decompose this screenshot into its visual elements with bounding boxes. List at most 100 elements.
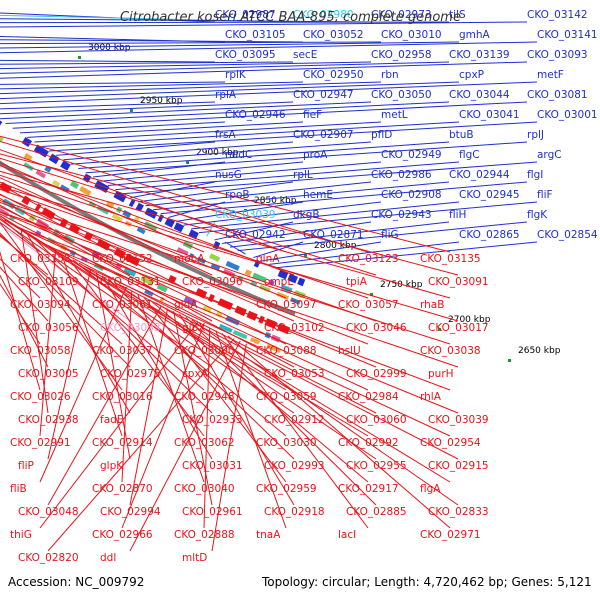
forward-callout-lines <box>0 12 538 269</box>
callout-line <box>191 201 460 230</box>
callout-line <box>47 269 92 460</box>
callout-line <box>0 81 304 90</box>
gene-label: CKO_02950 <box>303 69 364 81</box>
gene-label: CKO_02943 <box>371 209 432 221</box>
callout-line <box>168 201 226 218</box>
feature-arrow <box>70 180 80 189</box>
feature-arrow <box>124 253 141 267</box>
gene-label: CKO_02917 <box>338 483 399 495</box>
gene-label: CKO_03093 <box>527 49 588 61</box>
gene-label: rplK <box>225 69 247 81</box>
feature-arrow <box>249 337 261 345</box>
gene-label: CKO_02933 <box>182 414 243 426</box>
scale-tick-label: 2800 kbp <box>314 241 357 251</box>
callout-line <box>191 319 459 506</box>
gene-label: CKO_03005 <box>18 368 79 380</box>
gene-label: CKO_02907 <box>293 129 354 141</box>
callout-line <box>0 232 131 368</box>
feature-arrow <box>68 223 81 234</box>
gene-label: ddl <box>100 552 116 564</box>
gene-label: CKO_02993 <box>264 460 325 472</box>
gene-label: CKO_02865 <box>459 229 520 241</box>
gene-label: dkgB <box>293 209 320 221</box>
gene-label: CKO_03001 <box>537 109 598 121</box>
gene-label: rplA <box>215 89 237 101</box>
gene-label: rhlA <box>420 391 442 403</box>
callout-line <box>0 211 377 368</box>
gene-label: CKO_02991 <box>10 437 71 449</box>
feature-arrow <box>111 213 123 223</box>
callout-line <box>137 293 205 483</box>
callout-line <box>203 327 211 529</box>
gene-label: CKO_02992 <box>338 437 399 449</box>
map-title: Citrobacter koseri ATCC BAA-895, complet… <box>120 10 461 25</box>
callout-line <box>100 161 304 182</box>
callout-line <box>0 266 49 322</box>
gene-label: mobA <box>174 253 205 265</box>
callout-line <box>20 230 49 414</box>
feature-arrow <box>276 291 289 301</box>
callout-line <box>19 121 226 134</box>
gene-label: glpK <box>100 460 124 472</box>
callout-line <box>0 21 450 24</box>
gene-label: CKO_02914 <box>92 437 153 449</box>
callout-line <box>47 305 163 506</box>
gene-label: thiG <box>10 529 32 541</box>
callout-line <box>0 81 382 95</box>
gene-label: hemE <box>303 189 333 201</box>
gene-label: pflD <box>371 129 392 141</box>
gene-label: CKO_02820 <box>18 552 79 564</box>
gene-label: CKO_03058 <box>10 345 71 357</box>
feature-arrow <box>52 179 61 187</box>
callout-line <box>0 41 382 45</box>
callout-line <box>32 236 213 414</box>
gene-label: CKO_03046 <box>346 322 407 334</box>
feature-arrow <box>212 241 221 250</box>
callout-line <box>221 332 369 529</box>
callout-line <box>237 221 528 252</box>
callout-line <box>0 81 460 100</box>
gene-label: lacI <box>338 529 356 541</box>
feature-arrow <box>0 136 4 143</box>
gene-label: flgA <box>420 483 441 495</box>
scale-tick-label: 2950 kbp <box>140 96 183 106</box>
callout-line <box>0 206 287 345</box>
feature-arrow <box>80 256 89 263</box>
gene-label: CKO_02966 <box>92 529 153 541</box>
callout-line <box>224 241 246 255</box>
gene-label: CKO_03059 <box>256 391 317 403</box>
feature-arrow <box>35 230 42 237</box>
feature-arrow <box>105 200 115 209</box>
feature-arrow <box>157 214 164 223</box>
callout-line <box>261 241 382 262</box>
feature-arrow <box>156 283 168 293</box>
gene-label: CKO_03105 <box>225 29 286 41</box>
feature-arrow <box>82 173 92 183</box>
gene-label: CKO_03044 <box>449 89 510 101</box>
callout-line <box>0 199 451 345</box>
gene-label: CKO_02999 <box>346 368 407 380</box>
gene-label: CKO_02948 <box>174 391 235 403</box>
feature-arrow <box>277 269 289 280</box>
gene-label: secE <box>293 49 317 61</box>
callout-line <box>0 153 459 276</box>
callout-line <box>84 265 451 437</box>
callout-line <box>61 253 123 437</box>
gene-label: CKO_03139 <box>449 49 510 61</box>
gene-label: CKO_02961 <box>182 506 243 518</box>
gene-label: fliF <box>537 189 553 201</box>
callout-line <box>149 299 369 483</box>
gene-label: CKO_02938 <box>18 414 79 426</box>
gene-label: flgC <box>459 149 480 161</box>
callout-line <box>0 61 528 79</box>
callout-line <box>15 226 451 391</box>
scale-tick-mark <box>508 359 511 362</box>
accession-text: Accession: NC_009792 <box>8 575 145 589</box>
scale-tick-label: 2750 kbp <box>380 280 423 290</box>
callout-line <box>0 162 205 253</box>
gene-label: CKO_03016 <box>92 391 153 403</box>
gene-label: flgK <box>527 209 548 221</box>
feature-arrow <box>173 222 185 233</box>
gene-label: CKO_03131 <box>100 276 161 288</box>
feature-arrow <box>280 284 293 294</box>
